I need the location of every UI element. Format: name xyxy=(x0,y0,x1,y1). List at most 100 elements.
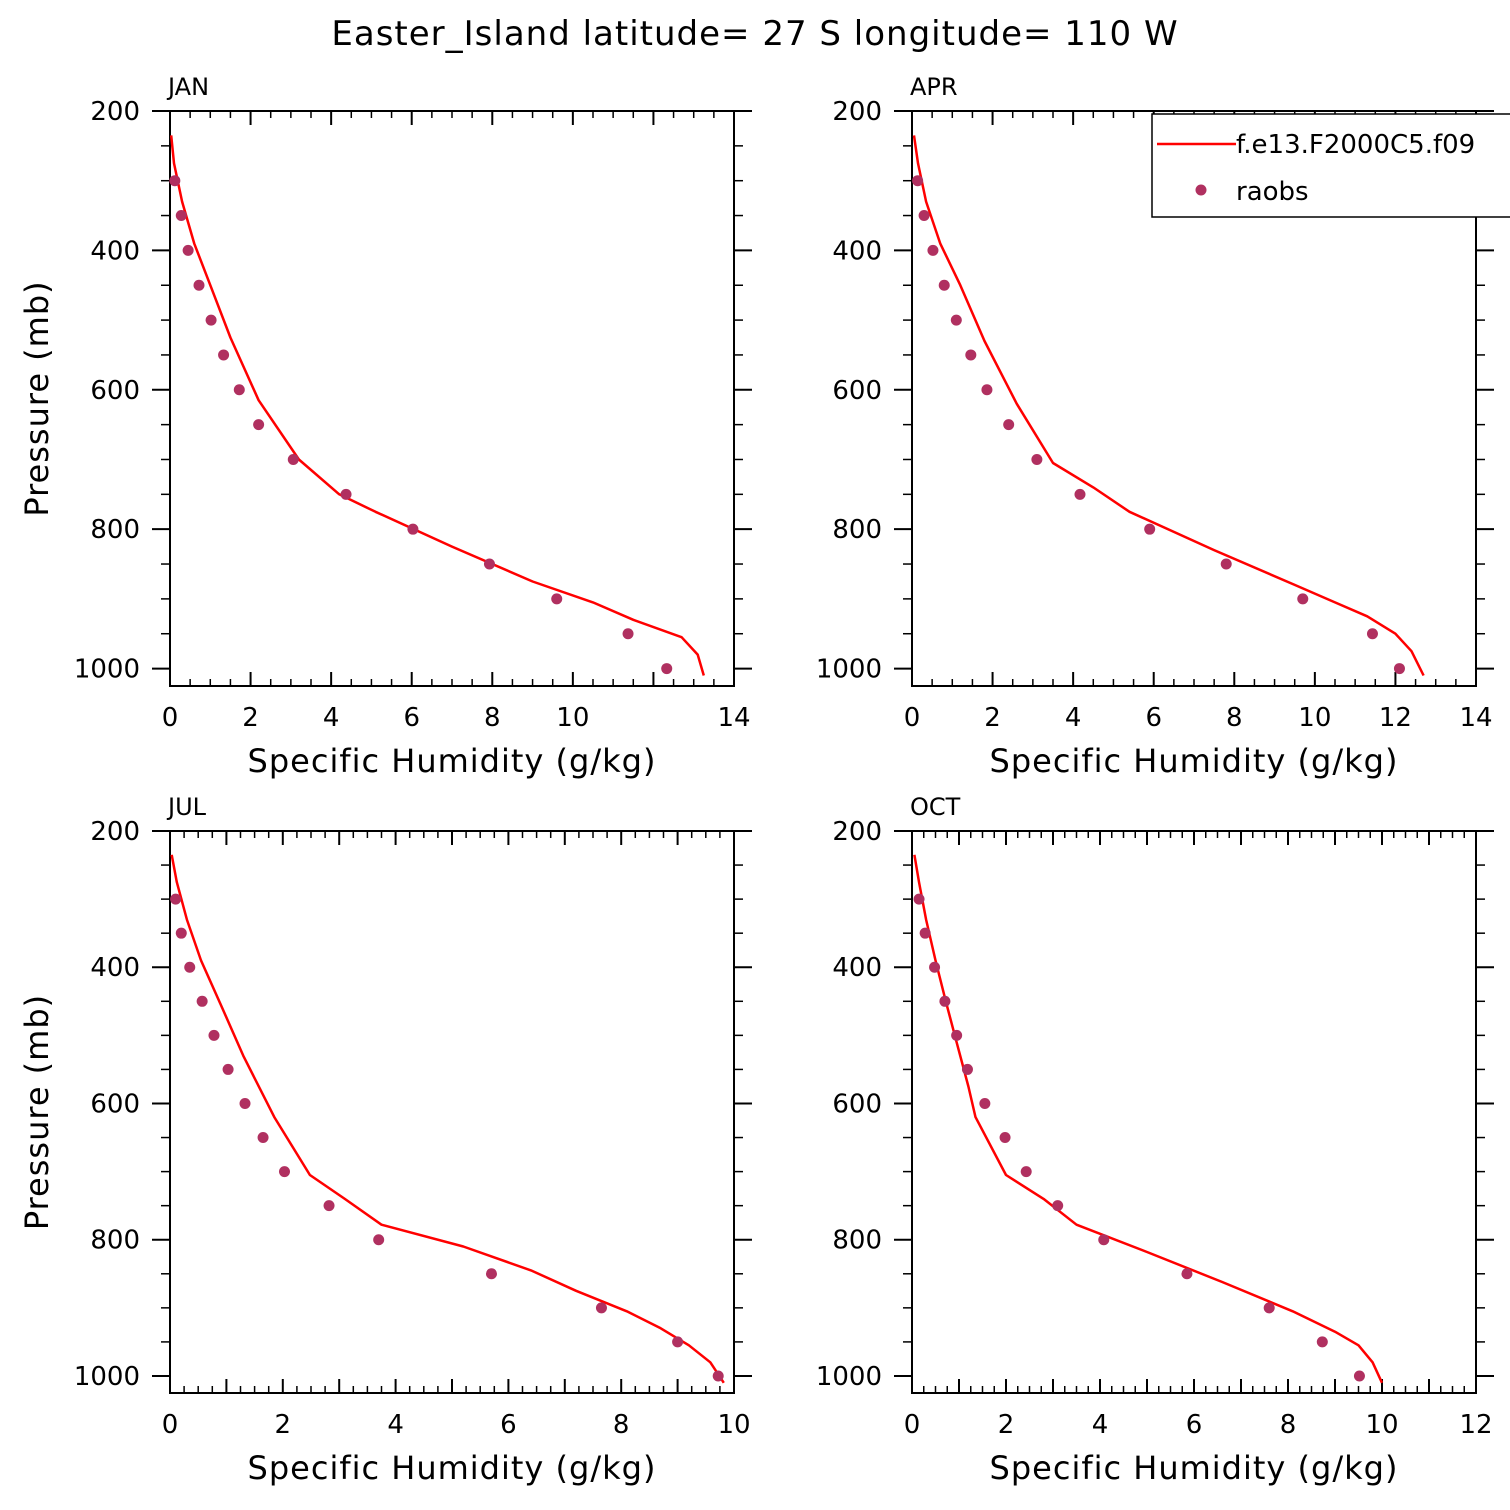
x-tick-label: 0 xyxy=(162,703,179,733)
raobs-point xyxy=(222,1063,234,1075)
x-axis-label: Specific Humidity (g/kg) xyxy=(248,1449,657,1487)
plot-frame xyxy=(169,110,735,687)
plot-frame xyxy=(911,830,1477,1394)
raobs-point xyxy=(169,175,181,187)
raobs-point xyxy=(175,210,187,222)
raobs-point xyxy=(340,488,352,500)
y-tick-label: 800 xyxy=(90,1226,140,1256)
x-tick-label: 2 xyxy=(242,703,259,733)
x-tick-label: 14 xyxy=(717,703,750,733)
y-tick-label: 400 xyxy=(90,236,140,266)
x-tick-label: 4 xyxy=(1092,1410,1109,1440)
x-tick-label: 10 xyxy=(1298,703,1331,733)
model-profile-line xyxy=(169,135,705,676)
x-tick-label: 4 xyxy=(1065,703,1082,733)
legend: f.e13.F2000C5.f09 raobs xyxy=(1151,113,1510,218)
x-tick-label: 2 xyxy=(984,703,1001,733)
panel-jan: JAN 0 2 4 6 8 10 14 Specific Humidity (g/kg) 200 4… xyxy=(18,73,752,780)
raobs-point xyxy=(483,558,495,570)
x-tick-label: 8 xyxy=(484,703,501,733)
raobs-point xyxy=(999,1132,1011,1144)
x-tick-label: 12 xyxy=(1459,1410,1492,1440)
x-tick-label: 14 xyxy=(1459,703,1492,733)
raobs-point xyxy=(912,175,924,187)
raobs-point xyxy=(170,893,182,905)
raobs-point xyxy=(184,961,196,973)
raobs-point xyxy=(1020,1166,1032,1178)
panel-label: JUL xyxy=(166,793,207,821)
x-tick-label: 0 xyxy=(162,1410,179,1440)
y-tick-label: 800 xyxy=(90,515,140,545)
x-tick-label: 10 xyxy=(556,703,589,733)
raobs-point xyxy=(373,1234,385,1246)
raobs-point xyxy=(1031,453,1043,465)
raobs-point xyxy=(253,419,265,431)
raobs-point xyxy=(938,279,950,291)
raobs-point xyxy=(1316,1336,1328,1348)
panel-label: OCT xyxy=(910,793,961,821)
raobs-point xyxy=(1052,1200,1064,1212)
raobs-point xyxy=(913,893,925,905)
raobs-point xyxy=(1353,1370,1365,1382)
panel-label: APR xyxy=(910,73,958,101)
raobs-point xyxy=(622,628,634,640)
legend-label-model: f.e13.F2000C5.f09 xyxy=(1236,130,1475,160)
raobs-point xyxy=(278,1166,290,1178)
raobs-point xyxy=(672,1336,684,1348)
raobs-point xyxy=(1366,628,1378,640)
y-axis-label: Pressure (mb) xyxy=(18,280,56,516)
raobs-point xyxy=(196,995,208,1007)
x-tick-label: 10 xyxy=(1365,1410,1398,1440)
raobs-point xyxy=(182,244,194,256)
y-tick-label: 1000 xyxy=(74,655,140,685)
panel-oct: OCT 0 2 4 6 8 10 12 Specific Humidity (g/kg) 200 4… xyxy=(816,793,1494,1487)
panel-label: JAN xyxy=(166,73,209,101)
legend-box xyxy=(1151,113,1510,218)
legend-label-raobs: raobs xyxy=(1236,177,1309,207)
y-tick-label: 400 xyxy=(90,953,140,983)
raobs-point xyxy=(965,349,977,361)
raobs-point xyxy=(175,927,187,939)
raobs-point xyxy=(1003,419,1015,431)
x-tick-label: 6 xyxy=(500,1410,517,1440)
y-tick-label: 600 xyxy=(832,1089,882,1119)
model-profile-line xyxy=(912,135,1425,677)
raobs-point xyxy=(929,961,941,973)
y-tick-label: 200 xyxy=(832,817,882,847)
raobs-point xyxy=(1181,1268,1193,1280)
model-profile-line xyxy=(170,854,725,1384)
x-tick-label: 0 xyxy=(904,703,921,733)
x-axis-label: Specific Humidity (g/kg) xyxy=(248,742,657,780)
x-tick-label: 4 xyxy=(323,703,340,733)
raobs-point xyxy=(981,384,993,396)
y-tick-label: 1000 xyxy=(816,655,882,685)
y-tick-label: 400 xyxy=(832,236,882,266)
y-tick-label: 800 xyxy=(832,1226,882,1256)
raobs-point xyxy=(950,314,962,326)
x-tick-label: 2 xyxy=(275,1410,292,1440)
legend-marker-swatch xyxy=(1195,184,1207,196)
raobs-point xyxy=(287,453,299,465)
y-tick-label: 200 xyxy=(90,817,140,847)
y-tick-label: 200 xyxy=(90,97,140,127)
raobs-point xyxy=(407,523,419,535)
x-tick-label: 6 xyxy=(403,703,420,733)
raobs-point xyxy=(919,927,931,939)
y-tick-label: 600 xyxy=(832,376,882,406)
y-tick-label: 600 xyxy=(90,1089,140,1119)
x-tick-label: 8 xyxy=(1280,1410,1297,1440)
y-tick-label: 600 xyxy=(90,376,140,406)
raobs-point xyxy=(1144,523,1156,535)
raobs-point xyxy=(951,1029,963,1041)
raobs-point xyxy=(1074,488,1086,500)
model-profile-line xyxy=(913,854,1384,1384)
raobs-point xyxy=(979,1097,991,1109)
raobs-point xyxy=(918,210,930,222)
raobs-point xyxy=(1220,558,1232,570)
raobs-point xyxy=(939,995,951,1007)
raobs-point xyxy=(257,1132,269,1144)
raobs-point xyxy=(218,349,230,361)
raobs-point xyxy=(1098,1234,1110,1246)
